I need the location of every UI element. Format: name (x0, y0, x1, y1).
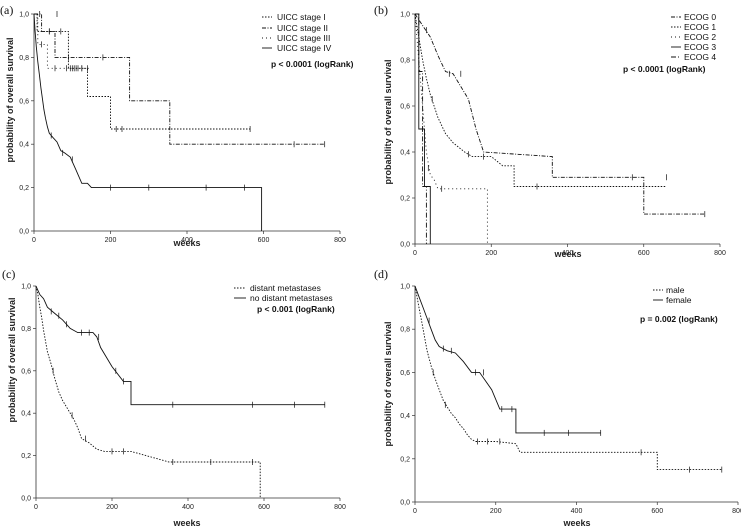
panel-a-label: (a) (0, 3, 13, 17)
panel-a-x-tick-label: 200 (105, 237, 117, 244)
panel-a-ylabel: probability of overall survival (5, 37, 15, 162)
legend-a-label-3: UICC stage IV (277, 43, 332, 53)
legend-b-label-3: ECOG 3 (684, 42, 716, 52)
panel-b-x-tick-label: 0 (413, 250, 417, 257)
legend-b-label-0: ECOG 0 (684, 12, 716, 22)
legend-a-label-1: UICC stage II (277, 23, 328, 33)
panel-d-label: (d) (374, 267, 388, 281)
panel-b-series-ecog-0 (414, 13, 705, 215)
panel-a-legend: UICC stage I UICC stage II UICC stage II… (262, 12, 332, 53)
panel-a-series-uicc-stage-iii (34, 13, 90, 69)
panel-d-series-male (414, 285, 722, 471)
panel-c-y-tick-label: 1,0 (21, 284, 31, 291)
panel-d-ylabel: probability of overall survival (383, 321, 393, 446)
panel-c-legend: distant metastases no distant metastases (234, 283, 333, 303)
panel-a-plot: 0 200 400 600 800 0,0 0,2 0,4 0,6 0,8 1,0 (19, 11, 346, 244)
panel-b-legend: ECOG 0 ECOG 1 ECOG 2 ECOG 3 ECOG 4 (671, 12, 716, 62)
panel-c-x-tick-label: 200 (106, 504, 118, 511)
panel-a-series-uicc-stage-ii (34, 13, 325, 145)
panel-d-xlabel: weeks (562, 518, 590, 528)
panel-d-y-tick-label: 0,8 (400, 327, 410, 334)
panel-a-pvalue: p < 0.0001 (logRank) (271, 59, 354, 69)
panel-d-y-tick-label: 1,0 (400, 284, 410, 291)
panel-d-y-tick-label: 0,6 (400, 370, 410, 377)
panel-b-x-tick-label: 400 (562, 250, 574, 257)
panel-c-pvalue: p < 0.001 (logRank) (257, 304, 335, 314)
panel-c-ylabel: probability of overall survival (7, 297, 17, 422)
panel-c-y-tick-label: 0,8 (21, 326, 31, 333)
panel-c-label: (c) (2, 267, 15, 281)
panel-c-x-tick-label: 400 (182, 504, 194, 511)
panel-a-y-tick-label: 1,0 (19, 12, 29, 19)
legend-b-label-2: ECOG 2 (684, 32, 716, 42)
panel-b-x-tick-label: 200 (485, 250, 497, 257)
panel-b-x-tick-label: 600 (638, 250, 650, 257)
panel-c-y-tick-label: 0,0 (21, 496, 31, 503)
panel-b-x-tick-label: 800 (714, 250, 726, 257)
panel-a-y-tick-label: 0,6 (19, 98, 29, 105)
panel-b-pvalue: p < 0.0001 (logRank) (623, 64, 706, 74)
panel-a: (a) probability of overall survival week… (0, 3, 354, 248)
legend-a-label-0: UICC stage I (277, 12, 326, 22)
panel-d-x-tick-label: 600 (651, 508, 663, 515)
panel-a-xlabel: weeks (172, 238, 200, 248)
legend-b-label-1: ECOG 1 (684, 22, 716, 32)
panel-d-y-tick-label: 0,0 (400, 500, 410, 507)
panel-b-y-tick-label: 0,6 (400, 104, 410, 111)
panel-c-x-tick-label: 0 (34, 504, 38, 511)
panel-d-x-tick-label: 800 (732, 508, 741, 515)
panel-b-y-tick-label: 0,2 (400, 196, 410, 203)
panel-d-x-tick-label: 200 (490, 508, 502, 515)
panel-c-y-tick-label: 0,4 (21, 411, 31, 418)
panel-c-plot: 0 200 400 600 800 0,0 0,2 0,4 0,6 0,8 1,0 (21, 284, 346, 512)
legend-d-label-0: male (666, 285, 685, 295)
panel-c-series-distant-metastases (35, 285, 261, 498)
panel-a-y-tick-label: 0,8 (19, 55, 29, 62)
panel-c-xlabel: weeks (172, 518, 200, 528)
panel-a-y-tick-label: 0,0 (19, 229, 29, 236)
panel-d-x-tick-label: 400 (571, 508, 583, 515)
panel-a-x-tick-label: 800 (334, 237, 346, 244)
panel-c-x-tick-label: 600 (258, 504, 270, 511)
panel-b-xlabel: weeks (553, 249, 581, 259)
panel-d-legend: male female (653, 285, 692, 305)
panel-b: (b) probability of overall survival week… (374, 3, 716, 259)
panel-d-x-tick-label: 0 (413, 508, 417, 515)
panel-c-series-no-distant-metastases (35, 285, 325, 406)
panel-a-y-tick-label: 0,4 (19, 142, 29, 149)
panel-c: (c) probability of overall survival week… (2, 267, 335, 528)
panel-b-series-ecog-1 (414, 13, 667, 187)
panel-a-series-uicc-stage-i (34, 13, 252, 130)
panel-b-y-tick-label: 0,0 (400, 242, 410, 249)
panel-a-x-tick-label: 400 (181, 237, 193, 244)
legend-c-label-0: distant metastases (250, 283, 321, 293)
panel-d-y-tick-label: 0,2 (400, 456, 410, 463)
panel-b-y-tick-label: 0,8 (400, 58, 410, 65)
panel-b-ylabel: probability of overall survival (383, 59, 393, 184)
panel-c-x-tick-label: 800 (334, 504, 346, 511)
panel-d-plot: 0 200 400 600 800 0,0 0,2 0,4 0,6 0,8 1,0 (400, 284, 741, 516)
panel-b-label: (b) (374, 3, 388, 17)
legend-a-label-2: UICC stage III (277, 33, 330, 43)
legend-b-label-4: ECOG 4 (684, 52, 716, 62)
panel-b-plot: 0 200 400 600 800 0,0 0,2 0,4 0,6 0,8 1,0 (400, 12, 726, 258)
panel-d-pvalue: p = 0.002 (logRank) (640, 314, 718, 324)
panel-b-y-tick-label: 1,0 (400, 12, 410, 19)
panel-a-x-tick-label: 600 (258, 237, 270, 244)
panel-c-y-tick-label: 0,2 (21, 453, 31, 460)
legend-c-label-1: no distant metastases (250, 293, 333, 303)
panel-c-y-tick-label: 0,6 (21, 368, 31, 375)
panel-b-y-tick-label: 0,4 (400, 150, 410, 157)
panel-d-series-female (414, 285, 601, 434)
legend-d-label-1: female (666, 295, 692, 305)
panel-d-y-tick-label: 0,4 (400, 413, 410, 420)
panel-b-series-ecog-2 (414, 13, 488, 244)
panel-a-x-tick-label: 0 (32, 237, 36, 244)
panel-d: (d) probability of overall survival week… (374, 267, 718, 528)
panel-a-y-tick-label: 0,2 (19, 185, 29, 192)
panel-b-series-ecog-4 (415, 13, 427, 244)
